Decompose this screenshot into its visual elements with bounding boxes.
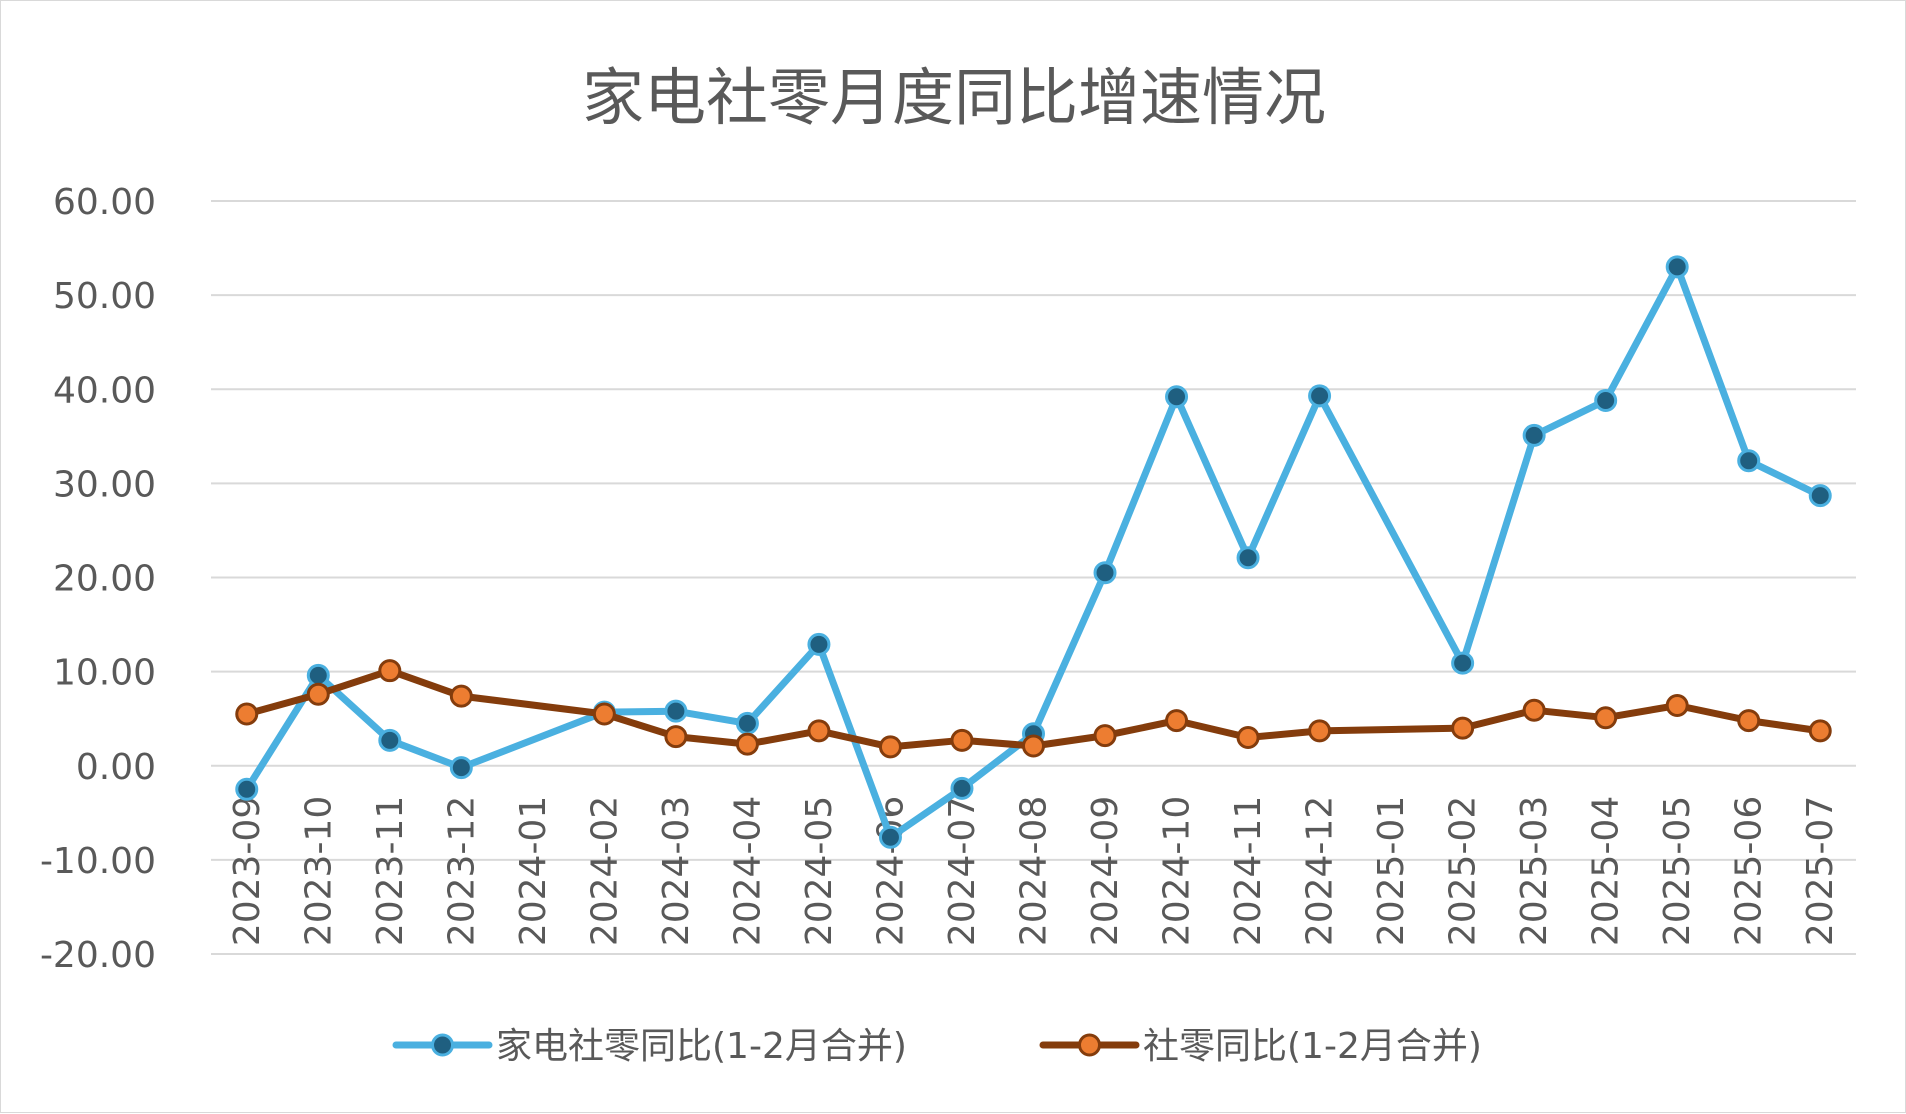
- x-tick-label: 2025-06: [1729, 796, 1770, 946]
- data-point: [380, 661, 400, 681]
- y-tick-label: -20.00: [40, 935, 156, 976]
- y-tick-label: 50.00: [53, 276, 156, 317]
- data-point: [809, 721, 829, 741]
- legend-label: 家电社零同比(1-2月合并): [496, 1026, 907, 1067]
- legend-marker: [433, 1035, 453, 1055]
- x-tick-label: 2024-11: [1228, 796, 1269, 946]
- data-point: [308, 665, 328, 685]
- data-point: [1310, 721, 1330, 741]
- x-tick-label: 2024-04: [727, 796, 768, 946]
- x-tick-label: 2023-09: [227, 796, 268, 946]
- data-point: [952, 778, 972, 798]
- x-tick-label: 2024-09: [1085, 796, 1126, 946]
- data-point: [809, 634, 829, 654]
- data-point: [1238, 548, 1258, 568]
- x-tick-label: 2024-12: [1300, 796, 1341, 946]
- series-1: [237, 257, 1830, 847]
- x-tick-label: 2024-06: [870, 796, 911, 946]
- x-tick-label: 2025-05: [1657, 796, 1698, 946]
- data-point: [1453, 653, 1473, 673]
- data-point: [1739, 711, 1759, 731]
- data-point: [1667, 257, 1687, 277]
- data-point: [1095, 726, 1115, 746]
- data-point: [237, 779, 257, 799]
- data-point: [666, 727, 686, 747]
- data-point: [1524, 425, 1544, 445]
- x-tick-label: 2024-01: [513, 796, 554, 946]
- y-tick-label: 40.00: [53, 370, 156, 411]
- y-tick-label: 60.00: [53, 182, 156, 223]
- x-tick-label: 2025-02: [1443, 796, 1484, 946]
- data-point: [737, 734, 757, 754]
- data-point: [1167, 387, 1187, 407]
- data-point: [1596, 391, 1616, 411]
- data-point: [308, 684, 328, 704]
- data-point: [1310, 386, 1330, 406]
- data-point: [880, 737, 900, 757]
- data-point: [737, 713, 757, 733]
- data-point: [880, 827, 900, 847]
- x-tick-label: 2024-10: [1157, 796, 1198, 946]
- x-tick-label: 2024-02: [584, 796, 625, 946]
- data-point: [1667, 696, 1687, 716]
- data-point: [952, 730, 972, 750]
- y-tick-label: 30.00: [53, 464, 156, 505]
- data-point: [1238, 728, 1258, 748]
- y-tick-label: -10.00: [40, 841, 156, 882]
- x-tick-label: 2024-05: [799, 796, 840, 946]
- data-point: [1810, 721, 1830, 741]
- data-point: [1596, 708, 1616, 728]
- data-point: [1095, 563, 1115, 583]
- x-tick-label: 2024-08: [1014, 796, 1055, 946]
- y-axis-ticks: 60.00 50.00 40.00 30.00 20.00 10.00 0.00 -10.00…: [40, 182, 156, 976]
- legend: 家电社零同比(1-2月合并) 社零同比(1-2月合并): [396, 1026, 1482, 1067]
- data-point: [1024, 736, 1044, 756]
- x-tick-label: 2024-07: [942, 796, 983, 946]
- data-point: [1739, 451, 1759, 471]
- data-point: [1167, 711, 1187, 731]
- data-point: [451, 758, 471, 778]
- y-tick-label: 20.00: [53, 559, 156, 600]
- data-point: [666, 701, 686, 721]
- data-point: [1810, 486, 1830, 506]
- legend-item-2: 社零同比(1-2月合并): [1043, 1026, 1482, 1067]
- data-point: [1524, 700, 1544, 720]
- legend-item-1: 家电社零同比(1-2月合并): [396, 1026, 907, 1067]
- legend-label: 社零同比(1-2月合并): [1143, 1026, 1482, 1067]
- x-tick-label: 2025-01: [1371, 796, 1412, 946]
- data-point: [451, 686, 471, 706]
- x-axis-ticks: 2023-09 2023-10 2023-11 2023-12 2024-01 2024-…: [227, 796, 1841, 946]
- data-point: [237, 704, 257, 724]
- x-tick-label: 2023-12: [441, 796, 482, 946]
- x-tick-label: 2025-03: [1514, 796, 1555, 946]
- series-group: [237, 257, 1830, 847]
- x-tick-label: 2025-07: [1800, 796, 1841, 946]
- series-2: [237, 661, 1830, 757]
- x-tick-label: 2023-10: [298, 796, 339, 946]
- legend-marker: [1080, 1035, 1100, 1055]
- data-point: [1453, 718, 1473, 738]
- data-point: [380, 730, 400, 750]
- data-point: [594, 704, 614, 724]
- y-tick-label: 0.00: [76, 747, 156, 788]
- y-tick-label: 10.00: [53, 653, 156, 694]
- x-tick-label: 2025-04: [1586, 796, 1627, 946]
- x-tick-label: 2023-11: [370, 796, 411, 946]
- x-tick-label: 2024-03: [656, 796, 697, 946]
- chart-title: 家电社零月度同比增速情况: [582, 61, 1326, 134]
